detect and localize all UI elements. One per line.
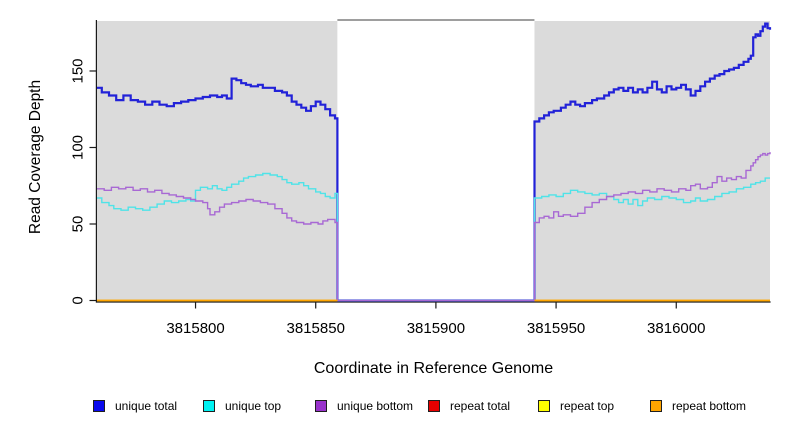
x-tick-label: 3815900	[407, 320, 465, 337]
y-tick-label: 150	[70, 58, 87, 83]
series-unique-total-line	[97, 22, 772, 302]
y-tick-label: 100	[70, 135, 87, 160]
series-unique-top-line	[97, 172, 770, 302]
y-tick-label: 0	[70, 296, 87, 304]
coverage-panel	[97, 21, 338, 303]
y-axis-label: Read Coverage Depth	[27, 79, 44, 235]
x-axis-label: Coordinate in Reference Genome	[313, 360, 554, 377]
series-unique-bottom-line	[97, 152, 771, 302]
y-tick-label: 50	[70, 216, 87, 233]
x-tick-label: 3816000	[647, 320, 705, 337]
x-tick-label: 3815800	[166, 320, 224, 337]
coverage-panel	[534, 21, 770, 303]
x-tick-label: 3815850	[287, 320, 345, 337]
x-tick-label: 3815950	[527, 320, 585, 337]
